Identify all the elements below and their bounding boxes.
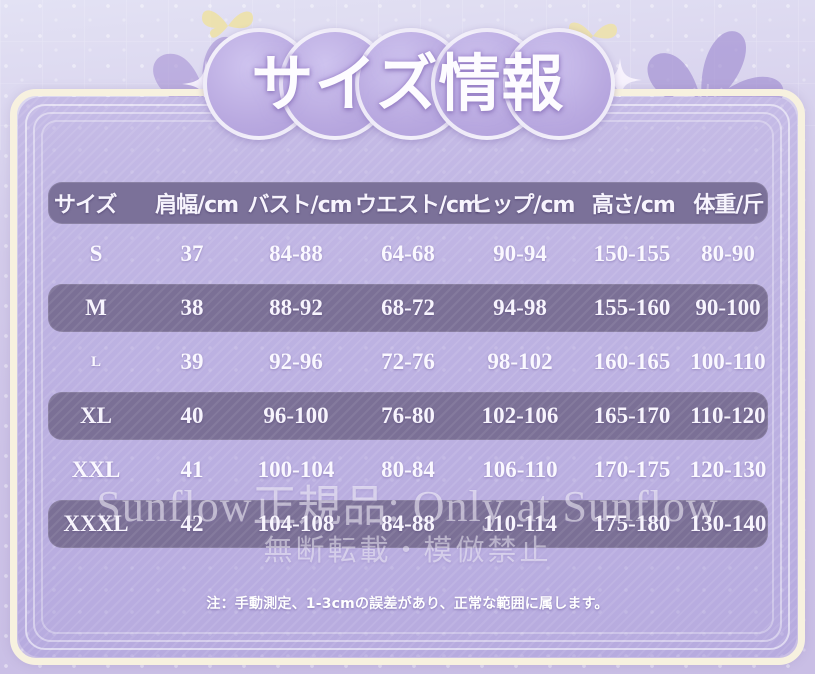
cell-waist: 84-88 — [381, 511, 435, 536]
cell-shoulder: 38 — [180, 295, 204, 320]
cell-size: S — [89, 241, 103, 266]
cell-shoulder: 40 — [180, 403, 204, 428]
measurement-note: 注：手動測定、1-3cmの誤差があり、正常な範囲に属します。 — [206, 596, 609, 612]
cell-hip: 106-110 — [482, 457, 558, 482]
cell-bust: 84-88 — [269, 241, 323, 266]
cell-weight: 100-110 — [690, 349, 766, 374]
cell-weight: 80-90 — [701, 241, 755, 266]
header-shoulder: 肩幅/cm — [155, 193, 239, 218]
cell-shoulder: 37 — [180, 241, 204, 266]
table-row: XL 40 96-100 76-80 102-106 165-170 110-1… — [48, 392, 768, 440]
sparkle-icon — [598, 58, 642, 107]
cell-hip: 94-98 — [493, 295, 547, 320]
cell-waist: 64-68 — [381, 241, 435, 266]
cell-weight: 90-100 — [695, 295, 761, 320]
table-row: S 37 84-88 64-68 90-94 150-155 80-90 — [48, 230, 768, 278]
cell-hip: 102-106 — [481, 403, 559, 428]
cell-waist: 72-76 — [381, 349, 435, 374]
cell-weight: 110-120 — [690, 403, 766, 428]
header-weight: 体重/斤 — [693, 193, 764, 218]
cell-size: M — [85, 295, 107, 320]
header-waist: ウエスト/cm — [354, 193, 481, 218]
table-row: L 39 92-96 72-76 98-102 160-165 100-110 — [48, 338, 768, 386]
cell-weight: 120-130 — [689, 457, 767, 482]
cell-bust: 104-108 — [257, 511, 335, 536]
cell-bust: 92-96 — [269, 349, 323, 374]
cell-hip: 98-102 — [487, 349, 553, 374]
cell-hip: 110-114 — [482, 511, 558, 536]
page-title-text: サイズ情報 — [251, 47, 565, 120]
cell-hip: 90-94 — [493, 241, 547, 266]
cell-bust: 96-100 — [263, 403, 329, 428]
cell-height: 175-180 — [593, 511, 671, 536]
page-title: サイズ情報 — [203, 22, 615, 140]
header-height: 高さ/cm — [591, 193, 676, 218]
size-table: サイズ 肩幅/cm バスト/cm ウエスト/cm ヒップ/cm 高さ/cm 体重… — [48, 182, 768, 554]
cell-waist: 80-84 — [381, 457, 435, 482]
header-bust: バスト/cm — [247, 193, 353, 218]
cell-height: 160-165 — [593, 349, 671, 374]
table-header-row: サイズ 肩幅/cm バスト/cm ウエスト/cm ヒップ/cm 高さ/cm 体重… — [48, 182, 768, 224]
header-hip: ヒップ/cm — [470, 193, 575, 218]
cell-size: L — [90, 353, 101, 370]
cell-height: 170-175 — [593, 457, 671, 482]
cell-size: XXXL — [63, 511, 129, 536]
cell-shoulder: 41 — [180, 457, 204, 482]
title-bubbles — [203, 22, 615, 140]
cell-size: XXL — [71, 457, 121, 482]
table-row: M 38 88-92 68-72 94-98 155-160 90-100 — [48, 284, 768, 332]
cell-bust: 88-92 — [269, 295, 323, 320]
butterfly-icon — [198, 2, 258, 51]
table-row: XXL 41 100-104 80-84 106-110 170-175 120… — [48, 446, 768, 494]
cell-waist: 76-80 — [381, 403, 435, 428]
cell-waist: 68-72 — [381, 295, 435, 320]
cell-shoulder: 42 — [180, 511, 204, 536]
cell-weight: 130-140 — [689, 511, 767, 536]
cell-height: 150-155 — [593, 241, 671, 266]
cell-height: 155-160 — [593, 295, 671, 320]
cell-shoulder: 39 — [180, 349, 204, 374]
title-bubble — [503, 28, 615, 140]
cell-height: 165-170 — [593, 403, 671, 428]
cell-size: XL — [80, 403, 112, 428]
table-row: XXXL 42 104-108 84-88 110-114 175-180 13… — [48, 500, 768, 548]
header-size: サイズ — [54, 193, 117, 218]
cell-bust: 100-104 — [257, 457, 335, 482]
